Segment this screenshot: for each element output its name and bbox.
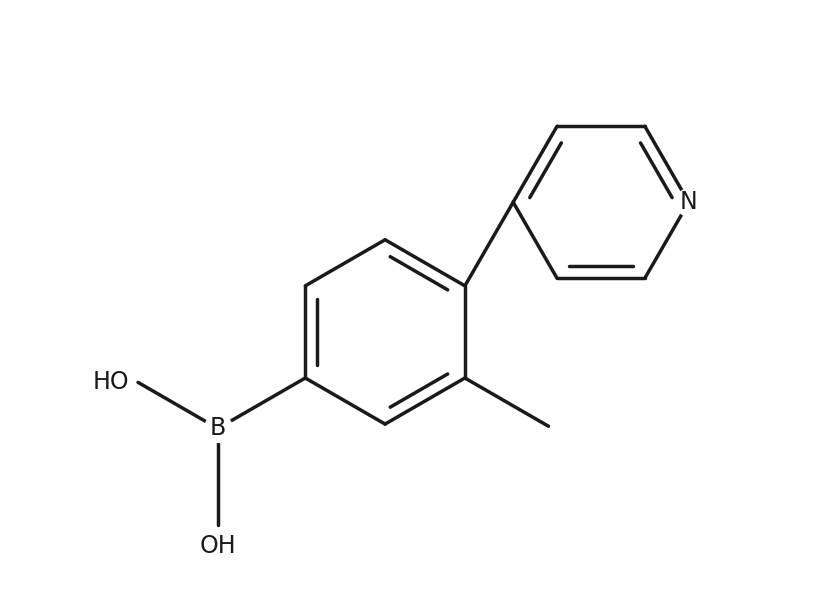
Text: OH: OH <box>200 534 237 558</box>
Text: N: N <box>680 190 697 214</box>
Text: B: B <box>210 416 226 441</box>
Text: HO: HO <box>93 370 130 395</box>
